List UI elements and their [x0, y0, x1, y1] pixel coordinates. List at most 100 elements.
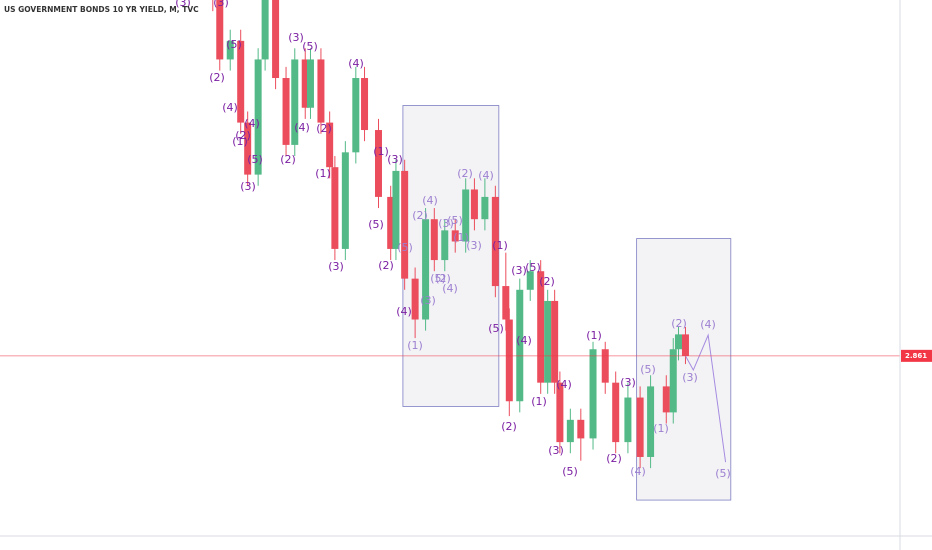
wave-label: (5): [226, 38, 242, 51]
candle-body: [502, 286, 510, 320]
wave-label: (2): [280, 153, 296, 166]
candle-body: [566, 419, 574, 443]
wave-label: (4): [244, 117, 260, 130]
candle-body: [317, 59, 325, 123]
wave-label: (4): [442, 282, 458, 295]
candle-body: [306, 59, 314, 108]
candle-body: [387, 196, 395, 249]
wave-label: (5): [640, 363, 656, 376]
candle-body: [237, 40, 245, 123]
candle-body: [411, 278, 419, 320]
highlight-box: [402, 105, 500, 407]
candle-body: [462, 189, 470, 242]
wave-label: (4): [396, 305, 412, 318]
candle-body: [556, 382, 564, 443]
wave-label: (2): [671, 317, 687, 330]
wave-projection: [685, 333, 727, 463]
wave-label: (1): [232, 135, 248, 148]
candle-body: [577, 419, 585, 439]
wave-label: (1): [653, 422, 669, 435]
candle-body: [272, 0, 280, 79]
wave-label: (5): [447, 214, 463, 227]
wave-label: (2): [606, 452, 622, 465]
wave-label: (2): [412, 209, 428, 222]
candle-body: [662, 386, 670, 413]
candle-body: [361, 78, 369, 131]
wave-label: (3): [240, 180, 256, 193]
wave-label: (2): [378, 259, 394, 272]
candle-body: [470, 189, 478, 220]
candle-body: [674, 334, 682, 350]
wave-label: (5): [525, 261, 541, 274]
wave-label: (3): [438, 217, 454, 230]
wave-label: (4): [516, 334, 532, 347]
wave-label: (2): [457, 167, 473, 180]
candle-body: [589, 349, 597, 439]
wave-label: (1): [373, 145, 389, 158]
candle-body: [301, 59, 309, 108]
candle-body: [681, 334, 689, 356]
wave-label: (3): [175, 0, 191, 9]
candle-body: [401, 170, 409, 279]
candles: [212, 0, 689, 469]
wave-label: (2): [316, 122, 332, 135]
wave-label: (4): [222, 101, 238, 114]
wave-label: (5): [562, 465, 578, 478]
wave-label: (1): [531, 395, 547, 408]
wave-label: (5): [397, 241, 413, 254]
wave-label: (3): [387, 153, 403, 166]
last-price-label: 2.861: [905, 352, 927, 360]
wave-label: (4): [700, 318, 716, 331]
candle-body: [422, 219, 430, 320]
wave-label: (1): [453, 231, 469, 244]
wave-label: (4): [556, 378, 572, 391]
candle-body: [282, 78, 290, 145]
candle-body: [331, 167, 339, 249]
wave-label: (5): [368, 218, 384, 231]
overlay: (3) (3)(5)(2)(4)(2)(4)(1)(5)(3)(3)(5)(4)(…: [0, 0, 900, 480]
wave-label: (4): [422, 194, 438, 207]
wave-label: (1): [586, 329, 602, 342]
candle-body: [601, 349, 609, 383]
candle-body: [430, 219, 438, 261]
wave-label: (2): [539, 275, 555, 288]
candle-body: [544, 300, 552, 383]
candle-body: [491, 196, 499, 287]
candle-body: [291, 59, 299, 145]
candle-body: [505, 319, 513, 402]
candle-body: [636, 397, 644, 457]
candle-body: [341, 152, 349, 249]
wave-label: (2): [501, 420, 517, 433]
wave-label: (5): [715, 467, 731, 480]
wave-label: (5): [430, 272, 446, 285]
wave-label: (5): [247, 153, 263, 166]
boxes: [402, 105, 732, 501]
wave-label: (3): [328, 260, 344, 273]
candle-body: [612, 382, 620, 443]
wave-label: (1): [315, 167, 331, 180]
candle-body: [669, 349, 677, 413]
wave-label: (4): [294, 121, 310, 134]
wave-label: (4): [478, 169, 494, 182]
candle-body: [244, 122, 252, 175]
candle-body: [392, 170, 400, 249]
wave-label: (1): [407, 339, 423, 352]
wave-label: (2): [435, 272, 451, 285]
chart-title: US GOVERNMENT BONDS 10 YR YIELD, M, TVC: [4, 5, 199, 14]
wave-label: (3): [213, 0, 229, 9]
candle-body: [624, 397, 632, 443]
wave-label: (3): [288, 31, 304, 44]
candle-body: [537, 271, 545, 383]
candle-body: [451, 230, 459, 242]
candle-body: [647, 386, 655, 457]
candle-body: [352, 78, 360, 153]
candle-body: [261, 0, 269, 60]
wave-label: (3): [682, 371, 698, 384]
wave-label: (3): [511, 264, 527, 277]
candle-body: [326, 122, 334, 168]
axes: 2.861: [901, 349, 932, 362]
wave-label: (3): [420, 294, 436, 307]
candle-body: [226, 40, 234, 60]
